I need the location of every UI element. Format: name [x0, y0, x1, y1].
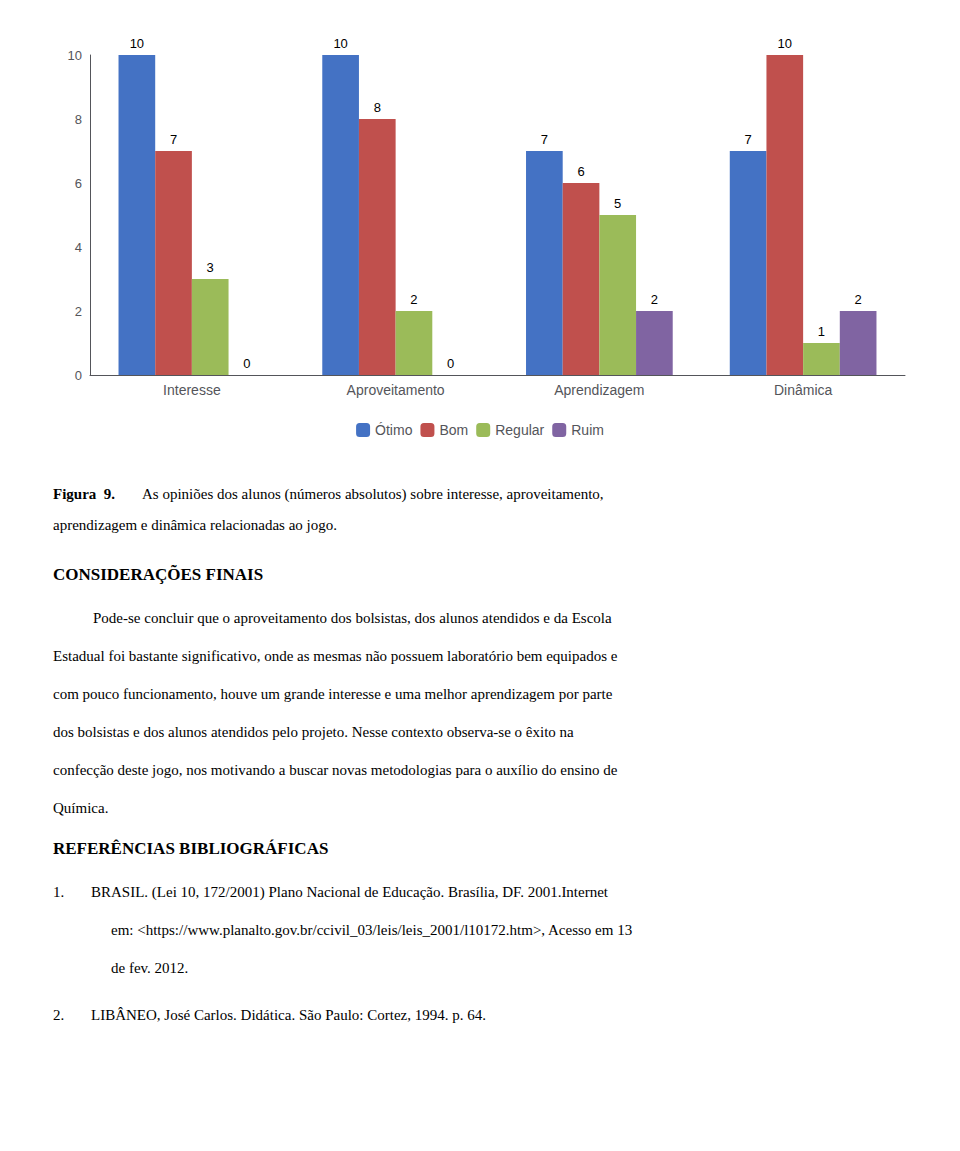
svg-text:3: 3 [207, 260, 214, 275]
svg-text:Dinâmica: Dinâmica [774, 382, 833, 398]
svg-text:8: 8 [75, 112, 82, 127]
svg-text:2.: 2. [53, 1007, 64, 1023]
svg-text:Interesse: Interesse [163, 382, 221, 398]
svg-text:7: 7 [541, 132, 548, 147]
svg-text:8: 8 [374, 100, 381, 115]
svg-text:7: 7 [744, 132, 751, 147]
svg-text:10: 10 [333, 36, 347, 51]
svg-text:Ótimo: Ótimo [375, 422, 413, 438]
svg-text:2: 2 [75, 304, 82, 319]
svg-text:0: 0 [447, 356, 454, 371]
svg-text:2: 2 [855, 292, 862, 307]
svg-text:10: 10 [778, 36, 792, 51]
svg-text:1.: 1. [53, 884, 64, 900]
svg-text:0: 0 [75, 368, 82, 383]
svg-text:6: 6 [577, 164, 584, 179]
svg-text:em: <https://www.planalto.gov.: em: <https://www.planalto.gov.br/ccivil_… [111, 922, 632, 938]
svg-text:6: 6 [75, 176, 82, 191]
svg-text:1: 1 [818, 324, 825, 339]
svg-text:Bom: Bom [439, 422, 468, 438]
svg-text:Aprendizagem: Aprendizagem [554, 382, 644, 398]
svg-text:Regular: Regular [495, 422, 544, 438]
svg-text:7: 7 [170, 132, 177, 147]
svg-text:4: 4 [75, 240, 82, 255]
svg-text:5: 5 [614, 196, 621, 211]
svg-text:Estadual foi bastante signific: Estadual foi bastante significativo, ond… [53, 648, 618, 664]
svg-text:Figura 9.: Figura 9. [53, 486, 115, 502]
svg-text:As opiniões dos alunos (número: As opiniões dos alunos (números absoluto… [142, 486, 604, 503]
svg-text:confecção deste jogo, nos moti: confecção deste jogo, nos motivando a bu… [53, 762, 618, 778]
svg-text:10: 10 [130, 36, 144, 51]
svg-text:0: 0 [243, 356, 250, 371]
svg-text:BRASIL. (Lei 10, 172/2001) Pla: BRASIL. (Lei 10, 172/2001) Plano Naciona… [91, 884, 609, 901]
svg-text:dos bolsistas e dos alunos ate: dos bolsistas e dos alunos atendidos pel… [53, 724, 574, 740]
svg-text:2: 2 [651, 292, 658, 307]
svg-text:aprendizagem e dinâmica relaci: aprendizagem e dinâmica relacionadas ao … [53, 517, 337, 533]
svg-text:Aproveitamento: Aproveitamento [347, 382, 445, 398]
svg-text:com pouco funcionamento, houve: com pouco funcionamento, houve um grande… [53, 686, 613, 702]
svg-text:2: 2 [410, 292, 417, 307]
svg-text:de fev. 2012.: de fev. 2012. [111, 960, 188, 976]
svg-text:REFERÊNCIAS BIBLIOGRÁFICAS: REFERÊNCIAS BIBLIOGRÁFICAS [53, 839, 328, 858]
svg-text:10: 10 [68, 48, 82, 63]
svg-text:CONSIDERAÇÕES FINAIS: CONSIDERAÇÕES FINAIS [53, 564, 263, 584]
svg-text:Pode-se concluir que o aprovei: Pode-se concluir que o aproveitamento do… [93, 610, 612, 626]
svg-text:Ruim: Ruim [571, 422, 604, 438]
svg-text:LIBÂNEO, José Carlos. Didática: LIBÂNEO, José Carlos. Didática. São Paul… [91, 1007, 486, 1023]
svg-text:Química.: Química. [53, 800, 108, 816]
